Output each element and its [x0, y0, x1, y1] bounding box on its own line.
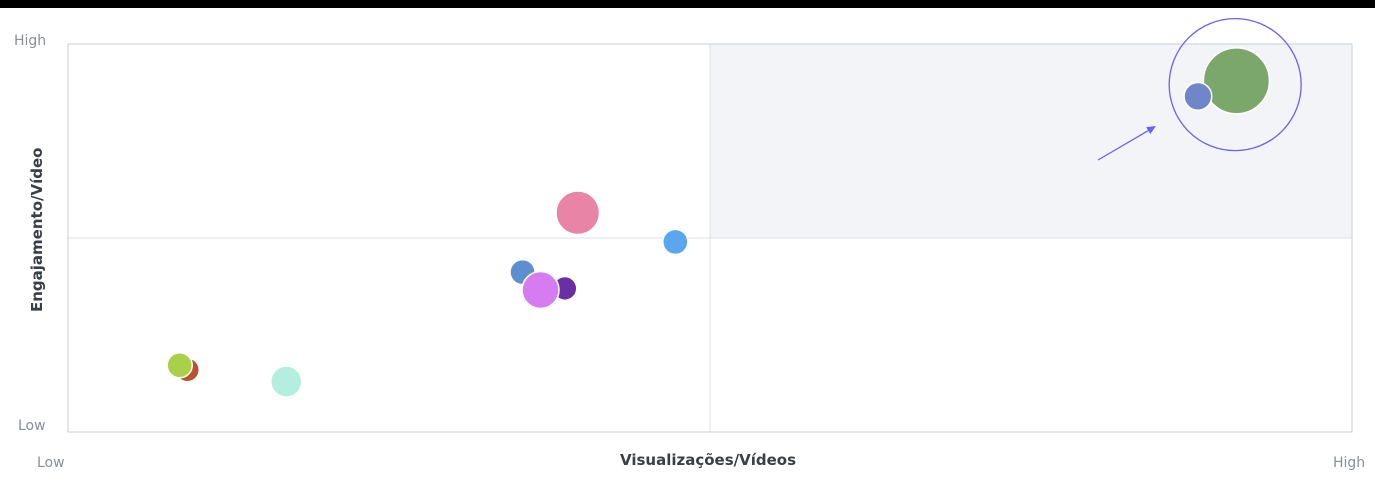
- data-point-9[interactable]: [166, 351, 193, 379]
- x-axis-title: Visualizações/Vídeos: [620, 451, 797, 469]
- top-bar: [0, 0, 1375, 8]
- y-tick-low: Low: [18, 418, 46, 434]
- x-tick-high: High: [1333, 455, 1366, 471]
- plot-frame: [67, 43, 1353, 433]
- annotation-arrow: [1097, 128, 1152, 161]
- annotation: [1097, 17, 1302, 161]
- data-point-7[interactable]: [521, 270, 560, 310]
- data-point-10[interactable]: [270, 365, 303, 398]
- x-tick-low: Low: [37, 455, 65, 471]
- data-point-2[interactable]: [1183, 81, 1213, 111]
- annotation-arrowhead: [1146, 126, 1156, 135]
- data-point-3[interactable]: [555, 190, 601, 236]
- data-point-1[interactable]: [1202, 47, 1271, 115]
- data-point-4[interactable]: [662, 228, 689, 256]
- y-tick-high: High: [14, 33, 47, 49]
- data-points: [166, 47, 1271, 398]
- annotation-circle: [1168, 17, 1302, 152]
